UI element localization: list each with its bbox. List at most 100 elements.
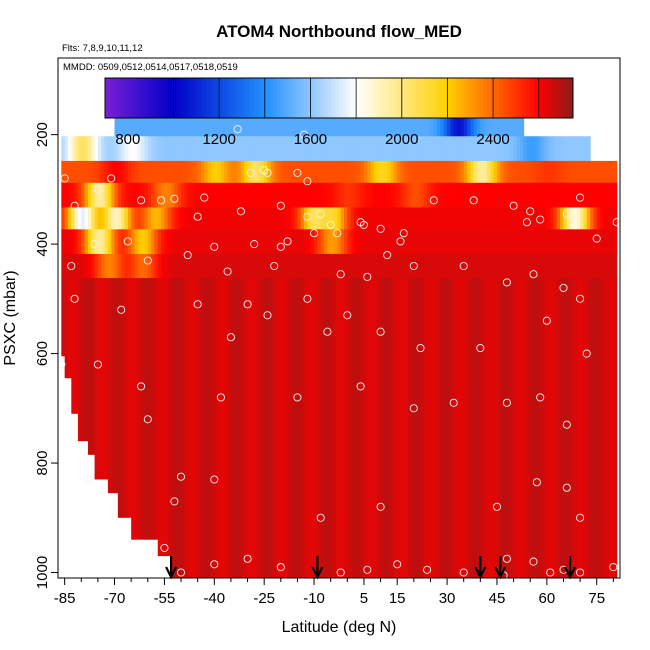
heat-cell	[400, 207, 405, 230]
heat-cell	[111, 278, 116, 494]
heat-cell	[330, 229, 335, 255]
heat-cell	[413, 229, 418, 255]
heat-cell	[380, 278, 385, 578]
heat-cell	[350, 160, 355, 184]
heat-cell	[171, 160, 175, 184]
heat-cell	[477, 136, 481, 162]
heat-cell	[270, 278, 275, 578]
heat-cell	[117, 278, 122, 518]
colorbar-cell	[385, 78, 391, 118]
heat-cell	[543, 182, 548, 208]
heat-cell	[357, 278, 362, 578]
heat-cell	[217, 278, 222, 578]
heat-cell	[516, 253, 521, 279]
heat-cell	[570, 278, 575, 578]
colorbar-cell	[112, 78, 118, 118]
heat-cell	[353, 278, 358, 578]
heat-cell	[500, 108, 505, 137]
observation-point	[396, 237, 405, 246]
heat-cell	[463, 182, 468, 208]
heat-cell	[300, 207, 305, 230]
heat-cell	[403, 278, 408, 578]
colorbar-cell	[417, 78, 422, 118]
heat-cell	[284, 253, 289, 279]
observation-point	[160, 543, 169, 552]
heat-cell	[214, 207, 219, 230]
heat-cell	[510, 108, 515, 137]
heat-cell	[124, 278, 129, 518]
heat-cell	[427, 253, 432, 279]
heat-cell	[530, 136, 535, 162]
heat-cell	[260, 207, 265, 230]
heat-cell	[477, 278, 481, 578]
heat-cell	[410, 136, 415, 162]
colorbar-cell	[245, 78, 250, 118]
heat-cell	[277, 229, 282, 255]
colorbar-cell	[537, 78, 543, 118]
heat-cell	[606, 278, 611, 578]
heat-cell	[560, 182, 565, 208]
heat-cell	[400, 160, 405, 184]
heat-cell	[114, 229, 119, 255]
heat-cell	[593, 253, 598, 279]
heat-cell	[124, 136, 129, 162]
heat-cell	[583, 207, 588, 230]
heat-cell	[543, 160, 548, 184]
heat-cell	[556, 136, 561, 162]
heat-cell	[570, 160, 575, 184]
heat-cell	[230, 160, 235, 184]
colorbar-cell	[479, 78, 484, 118]
heat-cell	[443, 108, 448, 137]
heat-cell	[217, 160, 222, 184]
heat-cell	[127, 229, 132, 255]
observation-point	[546, 568, 555, 577]
observation-point	[226, 333, 235, 342]
heat-cell	[523, 253, 528, 279]
observation-point	[107, 174, 116, 183]
heat-cell	[74, 278, 79, 414]
colorbar-cell	[565, 78, 570, 118]
heat-cell	[610, 253, 614, 279]
heat-cell	[407, 182, 412, 208]
heat-cell	[397, 108, 402, 137]
heat-cell	[71, 229, 76, 255]
heat-cell	[556, 229, 561, 255]
observation-point	[576, 513, 585, 522]
heat-cell	[430, 160, 435, 184]
heat-cell	[81, 182, 86, 208]
heat-cell	[553, 136, 558, 162]
heat-cell	[580, 278, 585, 578]
heat-cell	[337, 229, 342, 255]
heat-cell	[154, 136, 159, 162]
heat-cell	[573, 207, 578, 230]
heat-cell	[427, 136, 432, 162]
heat-cell	[360, 108, 365, 137]
heat-cell	[191, 182, 195, 208]
heat-cell	[520, 136, 525, 162]
colorbar-cell	[179, 78, 184, 118]
colorbar-cell	[159, 78, 164, 118]
heat-cell	[157, 160, 162, 184]
heat-cell	[204, 253, 209, 279]
heat-cell	[304, 278, 309, 578]
heat-cell	[294, 278, 299, 578]
colorbar-cell	[557, 78, 562, 118]
heat-cell	[583, 160, 588, 184]
heat-cell	[200, 182, 205, 208]
heat-cell	[503, 207, 508, 230]
heat-cell	[320, 108, 325, 137]
colorbar-cell	[350, 78, 356, 118]
heat-cell	[294, 136, 299, 162]
heat-cell	[171, 207, 175, 230]
heat-cell	[423, 278, 428, 578]
heat-cell	[560, 136, 565, 162]
heat-cell	[417, 229, 422, 255]
heat-cell	[257, 160, 262, 184]
heat-cell	[197, 207, 202, 230]
heat-cell	[161, 108, 166, 137]
heat-cell	[393, 108, 398, 137]
heat-cell	[91, 160, 96, 184]
heat-cell	[207, 253, 212, 279]
observation-point	[529, 270, 538, 279]
heat-cell	[440, 160, 445, 184]
